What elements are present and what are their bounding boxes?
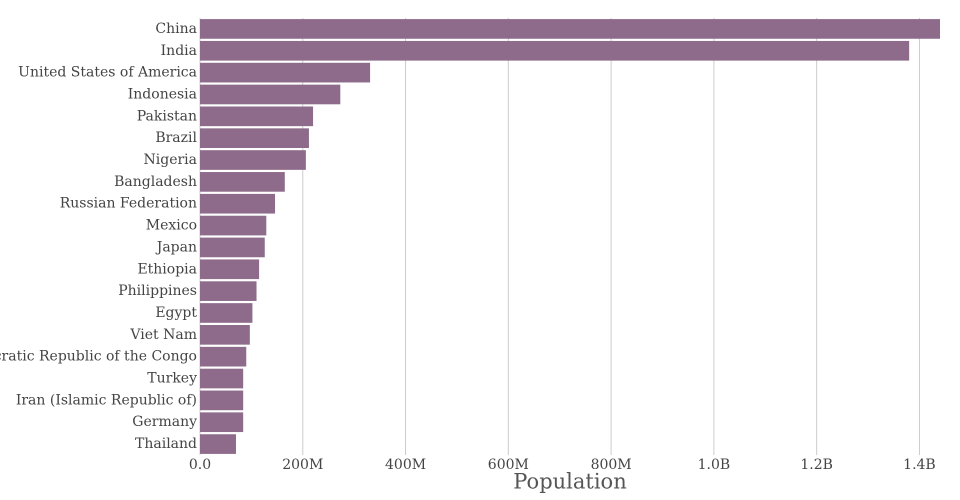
y-tick-label: Democratic Republic of the Congo: [0, 349, 197, 365]
bar: [200, 259, 260, 280]
y-tick-label: Thailand: [135, 436, 197, 452]
x-tick-label: 400M: [385, 457, 426, 473]
bar: [200, 237, 265, 258]
x-tick-label: 200M: [282, 457, 323, 473]
y-tick-label: Viet Nam: [129, 327, 197, 343]
bar: [200, 62, 371, 83]
bar: [200, 368, 244, 389]
y-tick-label: United States of America: [18, 65, 197, 81]
grid: [199, 18, 920, 455]
bar: [200, 346, 247, 367]
bar: [200, 324, 250, 345]
bar: [200, 281, 257, 301]
y-tick-label: Germany: [132, 414, 197, 430]
y-tick-label: Brazil: [155, 130, 197, 146]
x-tick-label: 1.4B: [903, 457, 936, 473]
bar: [200, 412, 244, 433]
y-tick-label: Iran (Islamic Republic of): [16, 392, 197, 408]
bar: [200, 303, 253, 323]
bar: [200, 215, 267, 236]
y-tick-label: Turkey: [147, 371, 197, 387]
y-tick-label: Philippines: [118, 283, 197, 299]
y-tick-label: Bangladesh: [114, 174, 197, 190]
y-tick-label: Ethiopia: [137, 261, 197, 277]
y-tick-label: India: [161, 43, 197, 59]
bar: [200, 84, 341, 105]
bar: [200, 106, 314, 127]
x-tick-label: 800M: [591, 457, 632, 473]
bar: [200, 434, 236, 454]
y-tick-label: Indonesia: [128, 86, 197, 102]
y-tick-label: Japan: [155, 239, 197, 255]
bar: [200, 40, 910, 61]
x-tick-label: 1.0B: [698, 457, 731, 473]
y-tick-label: Nigeria: [144, 152, 198, 168]
y-tick-label: Pakistan: [137, 108, 197, 124]
y-tick-label: Egypt: [155, 305, 197, 321]
y-tick-label: Mexico: [146, 218, 197, 234]
x-tick-label: 600M: [488, 457, 529, 473]
y-tick-label: China: [155, 21, 197, 37]
bar: [200, 128, 309, 149]
bar: [200, 390, 244, 411]
x-tick-label: 1.2B: [800, 457, 833, 473]
x-axis-label: Population: [513, 470, 626, 494]
bar: [200, 193, 276, 214]
x-tick-label: 0.0: [189, 457, 211, 473]
bar: [200, 172, 285, 192]
bar: [200, 19, 940, 39]
bar: [200, 150, 306, 170]
y-tick-label: Russian Federation: [60, 196, 197, 212]
